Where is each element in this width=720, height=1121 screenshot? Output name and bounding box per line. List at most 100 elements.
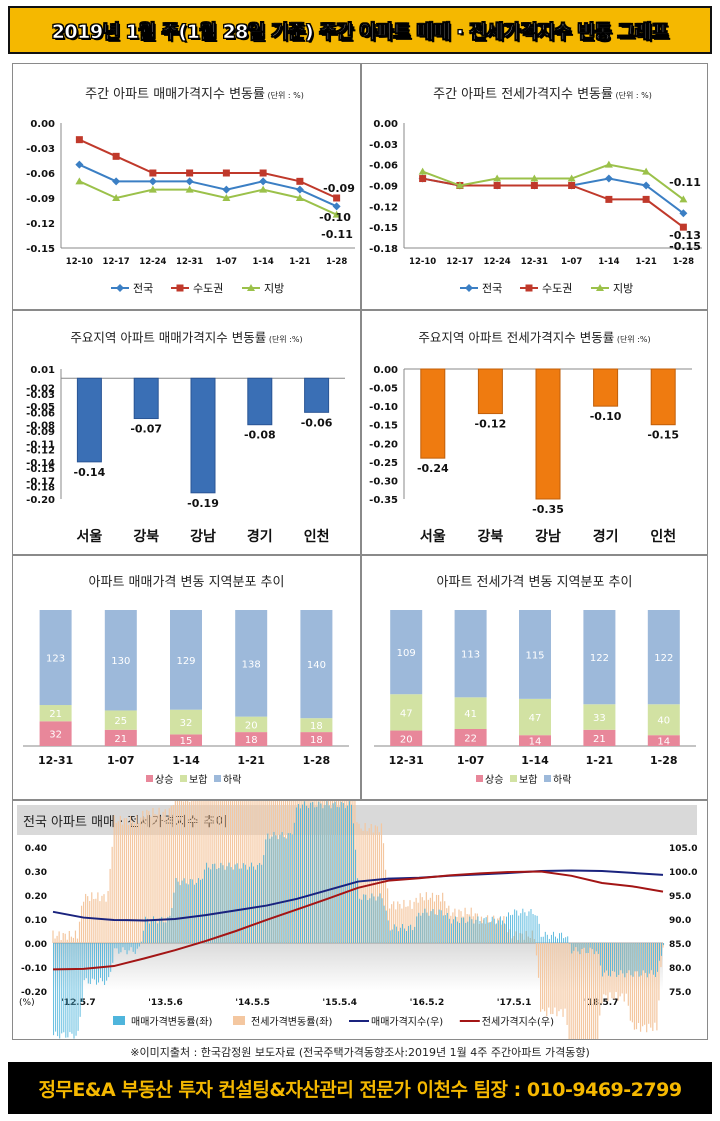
segment-value-label: 21: [49, 709, 62, 720]
stack-segment-1: [583, 704, 616, 730]
segment-value-label: 18: [310, 721, 323, 732]
y-tick-label: -0.11: [26, 439, 55, 450]
data-point: [418, 167, 427, 175]
chart-dist-jeonse: 아파트 전세가격 변동 지역분포 추이 20 47 109 12-31 22 41 113 1-…: [374, 575, 696, 786]
stack-segment-1: [170, 709, 202, 735]
y-left-tick-label: -0.10: [21, 964, 47, 974]
data-point: [419, 175, 427, 183]
y-right-tick-label: 85.0: [669, 940, 691, 950]
chart-title: 아파트 매매가격 변동 지역분포 추이: [89, 575, 285, 590]
x-tick-label: 1-07: [216, 257, 237, 267]
data-point: [259, 177, 268, 186]
bar-value-label: -0.35: [532, 503, 564, 516]
category-label: 강북: [478, 528, 504, 545]
bar-1: [133, 377, 159, 420]
data-point: [642, 195, 650, 203]
stack-segment-1: [39, 705, 72, 722]
legend-marker: [247, 284, 255, 291]
x-tick-label: 1-14: [598, 257, 619, 267]
y-tick-label: -0.05: [369, 384, 398, 395]
legend-label-0: 상승: [485, 774, 503, 786]
legend-marker: [176, 284, 184, 292]
bar-0: [420, 368, 446, 459]
segment-value-label: 138: [242, 659, 261, 670]
bar-value-label: -0.12: [475, 418, 507, 431]
stack-segment-2: [454, 610, 487, 698]
data-point: [642, 167, 651, 175]
segment-value-label: 21: [593, 734, 606, 745]
segment-value-label: 115: [525, 650, 544, 661]
stack-segment-1: [235, 716, 268, 733]
category-label: 강북: [133, 528, 159, 545]
chart-title-text: 주간 아파트 전세가격지수 변동률: [433, 87, 613, 102]
stack-segment-0: [235, 732, 268, 746]
legend-label-2: 지방: [613, 282, 633, 295]
y-right-tick-label: 75.0: [669, 988, 691, 998]
legend-label-2: 매매가격지수(우): [371, 1015, 443, 1028]
y-tick-label: -0.18: [26, 483, 55, 494]
y-right-tick-label: 95.0: [669, 892, 691, 902]
data-point: [455, 181, 464, 189]
chart-weekly-sale: 주간 아파트 매매가격지수 변동률 (단위 : %) 0.00 -0.03 -0.06…: [26, 87, 355, 295]
x-tick-label: 12-17: [446, 257, 473, 267]
stack-segment-1: [104, 710, 137, 730]
y-tick-label: -0.08: [26, 421, 55, 432]
data-point: [148, 177, 157, 186]
bar-value-label: -0.19: [187, 497, 219, 510]
stack-segment-1: [454, 697, 487, 729]
panel-weekly-jeonse: 주간 아파트 전세가격지수 변동률 (단위 : %) 0.00 -0.03 -0.06…: [361, 63, 708, 310]
x-tick-label: 1-21: [586, 754, 614, 767]
bar-1: [477, 368, 503, 415]
segment-value-label: 25: [114, 716, 127, 727]
index-line-0: [52, 869, 664, 922]
x-tick-label: 1-14: [252, 257, 273, 267]
y-tick-label: 0.00: [373, 365, 398, 376]
category-label: 경기: [593, 528, 619, 545]
x-tick-label: 1-14: [521, 754, 549, 767]
legend-label-1: 수도권: [193, 282, 223, 295]
chart-title: 주간 아파트 전세가격지수 변동률 (단위 : %): [433, 87, 652, 102]
legend-marker: [116, 284, 124, 292]
data-point: [604, 160, 613, 168]
y-tick-label: 0.01: [30, 365, 55, 376]
category-label: 경기: [247, 528, 273, 545]
data-point: [259, 185, 268, 193]
data-point: [568, 182, 576, 189]
chart-title: 아파트 전세가격 변동 지역분포 추이: [437, 575, 633, 590]
segment-value-label: 47: [400, 708, 413, 719]
stack-segment-0: [519, 735, 551, 746]
legend-swatch-1: [510, 775, 517, 782]
end-value-label: -0.09: [323, 182, 355, 195]
stack-segment-2: [235, 610, 268, 717]
data-point: [148, 185, 157, 193]
panel-national-trend: 전국 아파트 매매 · 전세가격지수 추이 0.40 0.30 0.20 0.10 0.0…: [12, 800, 708, 1040]
end-value-label: -0.11: [669, 176, 701, 189]
x-tick-label: 1-07: [457, 754, 485, 767]
stack-segment-2: [647, 610, 680, 705]
segment-value-label: 140: [307, 660, 326, 671]
legend-swatch-2: [214, 775, 221, 782]
y-right-tick-label: 90.0: [669, 916, 691, 926]
segment-value-label: 20: [245, 720, 258, 731]
y-tick-label: -0.05: [26, 402, 55, 413]
y-right-tick-label: 80.0: [669, 964, 691, 974]
bar-value-label: -0.14: [74, 466, 106, 479]
data-point: [75, 177, 84, 185]
chart-title: 전국 아파트 매매 · 전세가격지수 추이: [23, 815, 227, 830]
x-tick-label: '14.5.5: [235, 998, 270, 1008]
bar-value-label: -0.24: [417, 462, 449, 475]
data-point: [567, 174, 576, 182]
legend-label-0: 상승: [155, 774, 173, 786]
data-point: [185, 177, 194, 186]
bar-value-label: -0.08: [244, 429, 276, 442]
chart-title: 주간 아파트 매매가격지수 변동률 (단위 : %): [85, 87, 304, 102]
bar-2: [535, 368, 561, 500]
x-tick-label: 1-21: [237, 754, 265, 767]
y-tick-label: -0.02: [26, 384, 55, 395]
chart-region-jeonse: 주요지역 아파트 전세가격지수 변동률 (단위 :%) 0.00 -0.05 -0.1…: [369, 330, 692, 545]
data-point: [493, 174, 502, 182]
x-tick-label: 1-14: [172, 754, 200, 767]
segment-value-label: 123: [46, 654, 65, 665]
data-point: [333, 194, 341, 202]
x-tick-label: 1-07: [107, 754, 135, 767]
